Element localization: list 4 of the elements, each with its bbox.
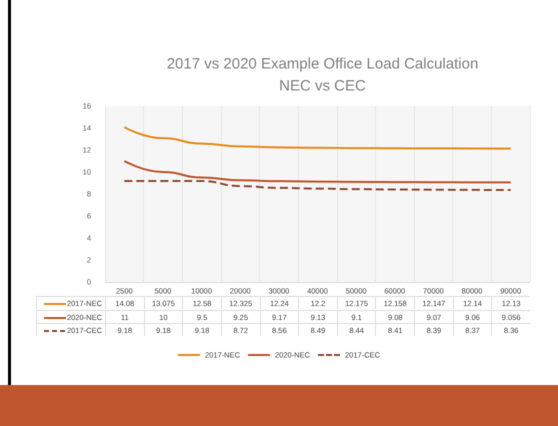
line-series	[123, 160, 512, 184]
chart-title: 2017 vs 2020 Example Office Load Calculation NEC vs CEC	[166, 56, 478, 94]
line-series	[123, 180, 512, 192]
line-series	[123, 126, 512, 150]
